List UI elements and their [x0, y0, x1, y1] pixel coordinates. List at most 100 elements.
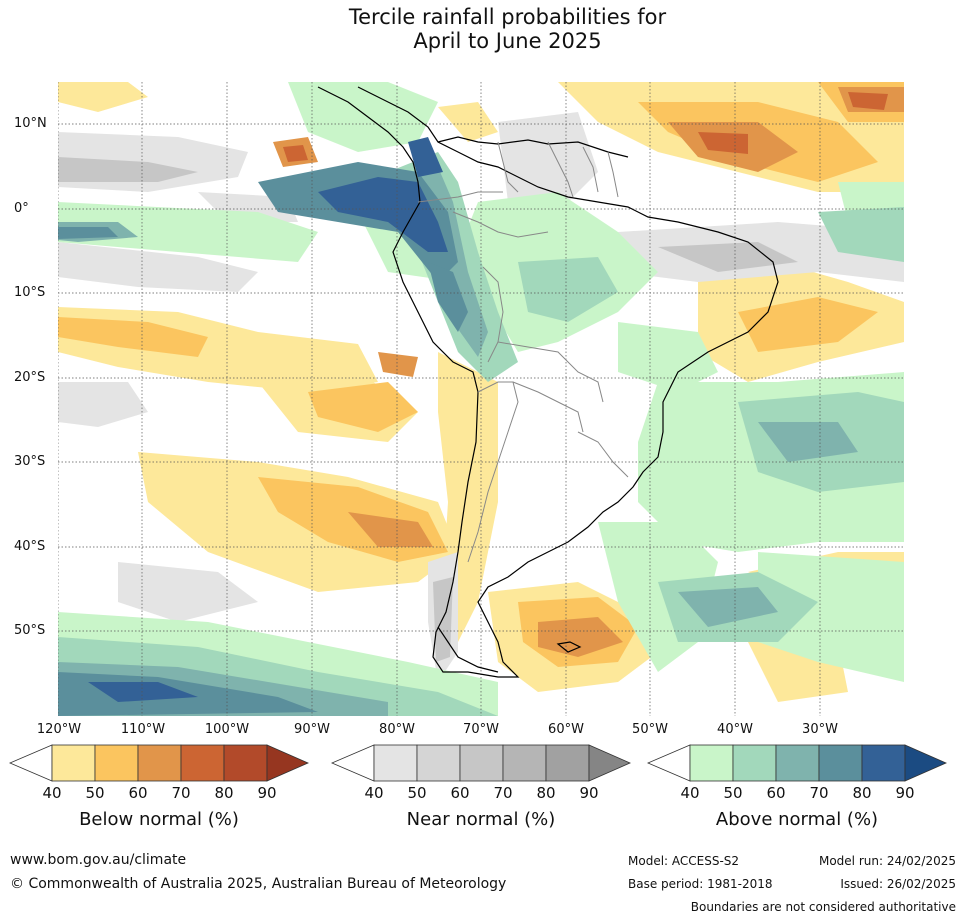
- lon-label-90w: 90°W: [294, 722, 330, 737]
- base-period-text: Base period: 1981-2018: [628, 877, 773, 891]
- below-normal-region: [848, 92, 888, 110]
- falkland-islands-coastline: [556, 641, 582, 653]
- below-normal-tick: 40: [42, 784, 62, 802]
- below-normal-tick: 90: [257, 784, 277, 802]
- above-normal-region: [58, 227, 118, 239]
- near-normal-tick: 50: [407, 784, 427, 802]
- lon-label-110w: 110°W: [120, 722, 166, 737]
- colorbar-swatch-above-normal-0: [646, 744, 691, 782]
- lon-label-120w: 120°W: [36, 722, 82, 737]
- colorbar-above-normal: [646, 744, 947, 782]
- colorbar-swatch-above-normal-4: [818, 744, 863, 782]
- near-normal-region: [433, 577, 453, 662]
- above-normal-tick: 70: [809, 784, 829, 802]
- colorbar-swatch-below-normal-0: [8, 744, 53, 782]
- model-text: Model: ACCESS-S2: [628, 854, 740, 868]
- colorbar-swatch-near-normal-2: [416, 744, 461, 782]
- coastline: [317, 86, 779, 678]
- lat-label-10n: 10°N: [14, 116, 47, 131]
- near-normal-region: [58, 157, 198, 182]
- colorbar-swatch-near-normal-5: [545, 744, 590, 782]
- colorbar-swatch-below-normal-2: [94, 744, 139, 782]
- above-normal-region: [288, 82, 438, 152]
- border: [417, 191, 503, 203]
- map-title-line1: Tercile rainfall probabilities for: [348, 5, 667, 29]
- border: [482, 266, 504, 363]
- colorbar-swatch-above-normal-5: [861, 744, 906, 782]
- below-normal-region: [738, 297, 878, 352]
- colorbar-swatch-above-normal-3: [775, 744, 820, 782]
- colorbar-swatch-above-normal-6: [904, 744, 947, 782]
- below-normal-region: [538, 617, 623, 657]
- colorbar-swatch-near-normal-3: [459, 744, 504, 782]
- border: [497, 341, 604, 403]
- above-normal-region: [818, 207, 904, 262]
- lon-label-100w: 100°W: [204, 722, 250, 737]
- map-title-line2: April to June 2025: [413, 29, 602, 53]
- below-normal-region: [308, 382, 418, 432]
- lat-label-50s: 50°S: [14, 623, 46, 638]
- website-link[interactable]: www.bom.gov.au/climate: [10, 852, 187, 868]
- above-normal-region: [678, 587, 778, 627]
- below-normal-tick: 80: [214, 784, 234, 802]
- above-normal-label: Above normal (%): [715, 809, 879, 830]
- below-normal-tick: 50: [85, 784, 105, 802]
- near-normal-region: [658, 242, 798, 272]
- near-normal-tick: 70: [493, 784, 513, 802]
- near-normal-label: Near normal (%): [406, 809, 556, 830]
- copyright-text: © Commonwealth of Australia 2025, Austra…: [10, 876, 507, 892]
- near-normal-region: [58, 242, 258, 292]
- colorbar-swatch-near-normal-6: [588, 744, 631, 782]
- lat-label-0: 0°: [14, 201, 29, 216]
- border: [547, 141, 574, 198]
- colorbar-swatch-below-normal-6: [266, 744, 309, 782]
- colorbar-swatch-above-normal-2: [732, 744, 777, 782]
- colorbar-swatch-near-normal-1: [373, 744, 418, 782]
- colorbar-swatch-above-normal-1: [689, 744, 734, 782]
- border: [607, 151, 619, 198]
- above-normal-tick: 50: [723, 784, 743, 802]
- below-normal-region: [58, 82, 148, 112]
- near-normal-region: [58, 382, 148, 427]
- rainfall-probability-map: [58, 82, 904, 716]
- near-normal-tick: 90: [579, 784, 599, 802]
- above-normal-region: [758, 552, 904, 682]
- above-normal-region: [518, 257, 618, 322]
- above-normal-region: [58, 202, 318, 262]
- above-normal-region: [428, 262, 468, 332]
- colorbar-near-normal: [330, 744, 631, 782]
- colorbar-swatch-near-normal-0: [330, 744, 375, 782]
- lon-label-60w: 60°W: [548, 722, 584, 737]
- above-normal-tick: 40: [680, 784, 700, 802]
- disclaimer-text: Boundaries are not considered authoritat…: [690, 900, 956, 914]
- caribbean-coastline: [437, 136, 629, 158]
- below-normal-region: [58, 317, 208, 357]
- below-normal-tick: 60: [128, 784, 148, 802]
- colorbar-swatch-below-normal-1: [51, 744, 96, 782]
- lon-label-80w: 80°W: [379, 722, 415, 737]
- south-america-coastline: [317, 86, 779, 678]
- above-normal-region: [758, 422, 858, 462]
- below-normal-region: [438, 102, 498, 142]
- lat-label-10s: 10°S: [14, 285, 46, 300]
- lon-label-30w: 30°W: [802, 722, 838, 737]
- lat-label-40s: 40°S: [14, 539, 46, 554]
- below-normal-region: [698, 132, 748, 154]
- border: [582, 146, 599, 193]
- below-normal-region: [378, 352, 418, 377]
- border: [497, 141, 519, 193]
- near-normal-tick: 60: [450, 784, 470, 802]
- border: [467, 381, 519, 563]
- near-normal-tick: 40: [364, 784, 384, 802]
- colorbar-below-normal: [8, 744, 309, 782]
- above-normal-region: [318, 177, 448, 252]
- colorbar-swatch-below-normal-3: [137, 744, 182, 782]
- model-run-text: Model run: 24/02/2025: [818, 854, 956, 868]
- near-normal-region: [118, 562, 258, 622]
- lon-label-50w: 50°W: [632, 722, 668, 737]
- colorbar-swatch-below-normal-5: [223, 744, 268, 782]
- below-normal-tick: 70: [171, 784, 191, 802]
- colorbar-swatch-near-normal-4: [502, 744, 547, 782]
- below-normal-region: [283, 145, 308, 162]
- probability-fields: [58, 82, 904, 716]
